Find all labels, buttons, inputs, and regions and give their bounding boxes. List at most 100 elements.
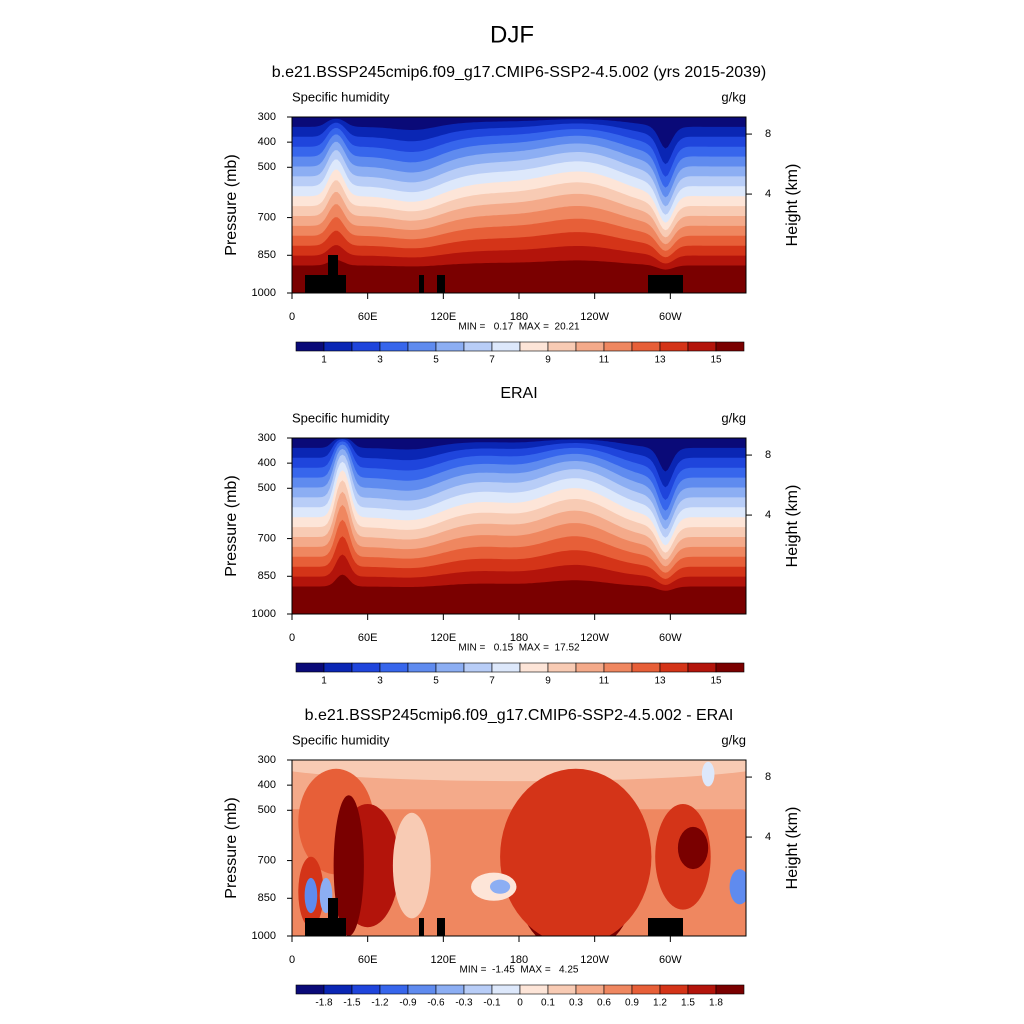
- colorbar-label: 0.6: [597, 998, 611, 1009]
- y-tick-label: 400: [258, 136, 276, 148]
- colorbar-box: [351, 984, 381, 995]
- colorbar-box: [295, 984, 325, 995]
- colorbar-box: [491, 662, 521, 673]
- x-tick-label: 0: [289, 632, 295, 644]
- colorbar-box: [659, 984, 689, 995]
- plot-area: [292, 438, 746, 614]
- contour-fill: [304, 877, 318, 914]
- y-axis-label: Pressure (mb): [223, 797, 240, 898]
- colorbar-box: [435, 984, 465, 995]
- colorbar-box: [603, 341, 633, 352]
- colorbar-box: [547, 662, 577, 673]
- contour-fill: [392, 812, 431, 919]
- x-tick-label: 60W: [659, 954, 682, 966]
- colorbar-box: [715, 984, 745, 995]
- contour-fill: [489, 879, 511, 894]
- right-label: g/kg: [721, 89, 746, 104]
- colorbar-box: [575, 984, 605, 995]
- left-label: Specific humidity: [292, 732, 390, 747]
- colorbar-label: -1.2: [371, 998, 389, 1009]
- colorbar-label: 0: [517, 998, 523, 1009]
- y-tick-label: 400: [258, 457, 276, 469]
- x-tick-label: 120W: [580, 311, 609, 323]
- contour-fill: [292, 760, 746, 782]
- colorbar-box: [547, 341, 577, 352]
- y2-axis-label: Height (km): [784, 807, 801, 890]
- colorbar-box: [295, 341, 325, 352]
- y-tick-label: 300: [258, 432, 276, 444]
- left-label: Specific humidity: [292, 410, 390, 425]
- contour-fill: [677, 826, 709, 870]
- y2-tick-label: 8: [765, 449, 771, 461]
- colorbar-box: [379, 984, 409, 995]
- colorbar-box: [407, 984, 437, 995]
- colorbar-label: -1.5: [343, 998, 361, 1009]
- panel: b.e21.BSSP245cmip6.f09_g17.CMIP6-SSP2-4.…: [223, 64, 801, 365]
- colorbar-label: 13: [654, 355, 666, 366]
- colorbar-box: [659, 662, 689, 673]
- right-label: g/kg: [721, 732, 746, 747]
- colorbar-label: 9: [545, 676, 551, 687]
- plot-area: [292, 117, 746, 293]
- colorbar-box: [323, 662, 353, 673]
- y-tick-label: 500: [258, 804, 276, 816]
- x-tick-label: 120W: [580, 632, 609, 644]
- colorbar-label: 15: [710, 676, 722, 687]
- topography: [328, 898, 338, 936]
- x-tick-label: 60W: [659, 311, 682, 323]
- x-tick-label: 180: [510, 311, 528, 323]
- contour-fill: [729, 869, 746, 905]
- colorbar-box: [575, 341, 605, 352]
- topography: [419, 275, 424, 293]
- topography: [305, 918, 346, 936]
- y2-tick-label: 4: [765, 188, 771, 200]
- colorbar-box: [295, 662, 325, 673]
- colorbar-label: 3: [377, 676, 383, 687]
- min-max: MIN = 0.15 MAX = 17.52: [458, 643, 580, 654]
- min-max: MIN = -1.45 MAX = 4.25: [460, 965, 579, 976]
- colorbar-label: -0.1: [483, 998, 501, 1009]
- y2-tick-label: 4: [765, 831, 771, 843]
- panel-title: b.e21.BSSP245cmip6.f09_g17.CMIP6-SSP2-4.…: [305, 707, 734, 724]
- y2-tick-label: 4: [765, 509, 771, 521]
- panel-title: b.e21.BSSP245cmip6.f09_g17.CMIP6-SSP2-4.…: [272, 64, 767, 81]
- x-tick-label: 120E: [430, 311, 456, 323]
- topography: [437, 275, 445, 293]
- contour-fill: [333, 795, 364, 936]
- colorbar-label: 1.5: [681, 998, 695, 1009]
- colorbar-label: 15: [710, 355, 722, 366]
- contour-fill: [500, 768, 652, 936]
- colorbar-box: [435, 662, 465, 673]
- colorbar-label: 11: [599, 676, 610, 687]
- colorbar-label: 0.1: [541, 998, 555, 1009]
- colorbar-label: 13: [654, 676, 666, 687]
- left-label: Specific humidity: [292, 89, 390, 104]
- x-tick-label: 60E: [358, 632, 378, 644]
- x-tick-label: 0: [289, 954, 295, 966]
- colorbar-label: 9: [545, 355, 551, 366]
- y-tick-label: 850: [258, 892, 276, 904]
- colorbar-box: [379, 341, 409, 352]
- colorbar-box: [687, 984, 717, 995]
- colorbar-box: [463, 341, 493, 352]
- colorbar-box: [631, 662, 661, 673]
- colorbar-box: [519, 984, 549, 995]
- min-max: MIN = 0.17 MAX = 20.21: [458, 322, 580, 333]
- colorbar-box: [715, 662, 745, 673]
- topography: [437, 918, 445, 936]
- y-axis-label: Pressure (mb): [223, 154, 240, 255]
- colorbar-box: [687, 662, 717, 673]
- colorbar-box: [463, 662, 493, 673]
- colorbar-box: [435, 341, 465, 352]
- colorbar-label: 1: [321, 355, 327, 366]
- topography: [419, 918, 424, 936]
- colorbar-box: [491, 341, 521, 352]
- colorbar-label: 0.3: [569, 998, 583, 1009]
- colorbar-label: 1.2: [653, 998, 667, 1009]
- colorbar-box: [575, 662, 605, 673]
- contour-fill: [292, 574, 746, 614]
- colorbar-label: -0.6: [427, 998, 445, 1009]
- y2-axis-label: Height (km): [784, 485, 801, 568]
- contour-fill: [292, 259, 746, 293]
- y2-tick-label: 8: [765, 128, 771, 140]
